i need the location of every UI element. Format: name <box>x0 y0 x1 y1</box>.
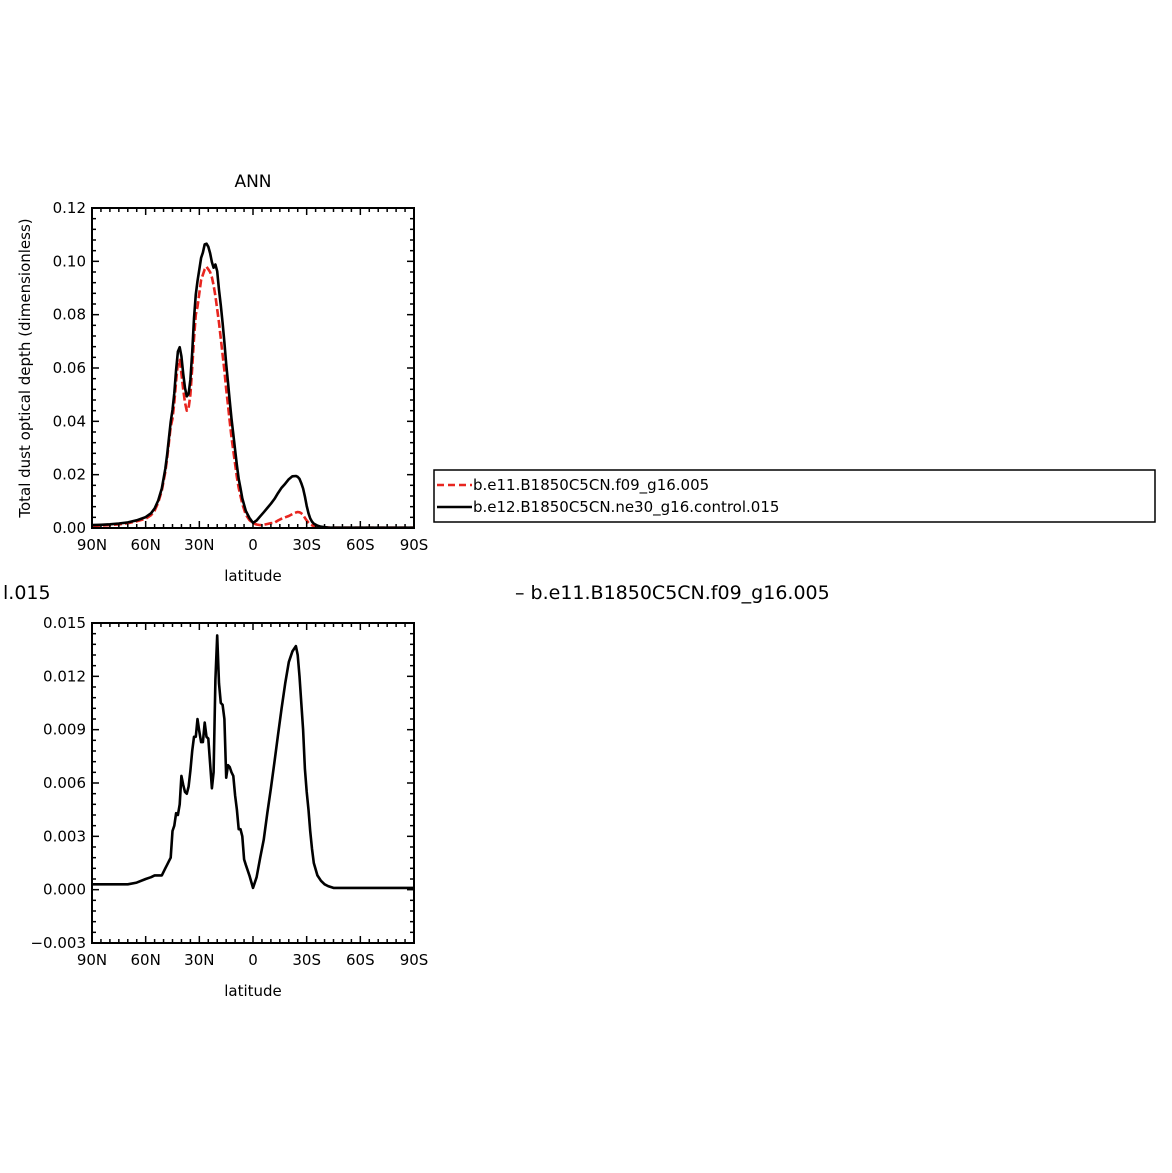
bottom-series-line-0 <box>92 634 414 890</box>
bottom-xtick-label: 30N <box>184 951 214 969</box>
top-panel-xlabel: latitude <box>224 567 282 585</box>
top-ytick-label: 0.12 <box>53 199 86 217</box>
top-ytick-label: 0.04 <box>53 412 86 430</box>
top-xtick-label: 30N <box>184 536 214 554</box>
bottom-panel-xlabel: latitude <box>224 982 282 1000</box>
legend-box <box>433 469 1156 523</box>
top-xtick-label: 60S <box>346 536 375 554</box>
bottom-ytick-label: 0.003 <box>43 827 86 845</box>
top-panel-ylabel: Total dust optical depth (dimensionless) <box>16 218 34 518</box>
top-ytick-label: 0.08 <box>53 306 86 324</box>
top-ytick-label: 0.10 <box>53 252 86 270</box>
top-xtick-label: 90N <box>77 536 107 554</box>
top-xtick-label: 0 <box>248 536 258 554</box>
legend-label-black: b.e12.B1850C5CN.ne30_g16.control.015 <box>473 498 779 517</box>
top-series-line-0 <box>91 265 414 529</box>
top-series-line-1 <box>91 242 414 529</box>
top-xtick-label: 30S <box>292 536 321 554</box>
bottom-ytick-label: 0.006 <box>43 774 86 792</box>
top-panel: ANN 90N 60N 30N 0 30S 60S 90S 0.00 0.02 0.04 0.06 0… <box>16 172 428 585</box>
bottom-panel: 90N 60N 30N 0 30S 60S 90S −0.003 0.000 0.003 0.006… <box>30 614 428 1000</box>
bottom-xtick-label: 90S <box>400 951 429 969</box>
top-ytick-label: 0.06 <box>53 359 86 377</box>
top-panel-plot: 90N 60N 30N 0 30S 60S 90S 0.00 0.02 0.04 0.06 0.08 0… <box>53 199 429 554</box>
bottom-ytick-label: 0.009 <box>43 721 86 739</box>
bottom-panel-plot: 90N 60N 30N 0 30S 60S 90S −0.003 0.000 0.003 0.006… <box>30 614 428 969</box>
bottom-xtick-label: 30S <box>292 951 321 969</box>
bottom-ytick-label: 0.015 <box>43 614 86 632</box>
bottom-xtick-label: 60N <box>131 951 161 969</box>
bottom-xtick-label: 60S <box>346 951 375 969</box>
top-plot-frame <box>91 207 415 529</box>
top-xtick-label: 90S <box>400 536 429 554</box>
legend-label-red: b.e11.B1850C5CN.f09_g16.005 <box>473 476 709 495</box>
bottom-ytick-label: 0.000 <box>43 881 86 899</box>
cutoff-right-text: – b.e11.B1850C5CN.f09_g16.005 <box>515 582 830 604</box>
top-panel-title: ANN <box>234 172 271 192</box>
top-xtick-label: 60N <box>131 536 161 554</box>
bottom-ytick-label: −0.003 <box>30 934 86 952</box>
top-ytick-label: 0.00 <box>53 519 86 537</box>
cutoff-left-text: l.015 <box>3 582 51 604</box>
bottom-plot-frame <box>91 622 415 944</box>
bottom-ytick-label: 0.012 <box>43 667 86 685</box>
bottom-xtick-label: 90N <box>77 951 107 969</box>
legend: b.e11.B1850C5CN.f09_g16.005 b.e12.B1850C… <box>433 469 1156 523</box>
top-ytick-label: 0.02 <box>53 466 86 484</box>
bottom-xtick-label: 0 <box>248 951 258 969</box>
